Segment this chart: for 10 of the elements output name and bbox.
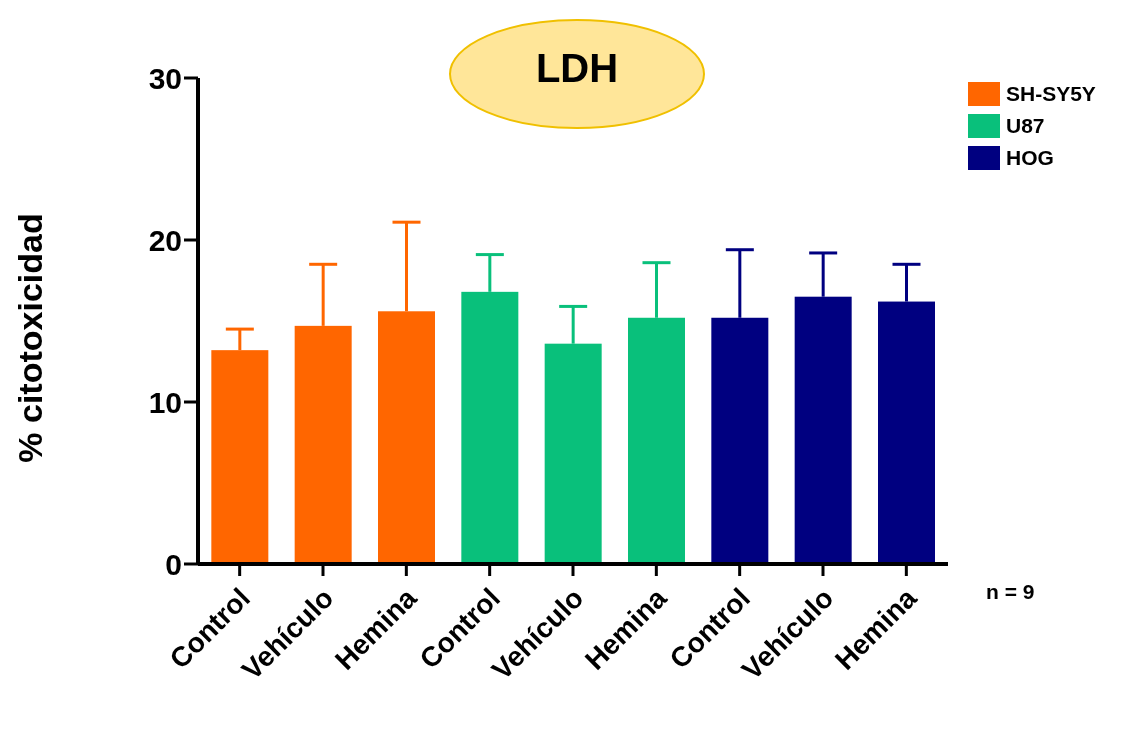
- y-tick-label: 30: [148, 61, 182, 95]
- legend-label: SH-SY5Y: [1006, 82, 1096, 106]
- legend-label: U87: [1006, 114, 1045, 138]
- y-tick-label: 20: [148, 223, 182, 257]
- y-tick-label: 0: [165, 547, 182, 581]
- legend-label: HOG: [1006, 146, 1054, 170]
- y-axis-title: % citotoxicidad: [10, 213, 50, 463]
- chart-title: LDH: [534, 46, 620, 91]
- y-tick-label: 10: [148, 385, 182, 419]
- text: n = 9: [986, 580, 1035, 604]
